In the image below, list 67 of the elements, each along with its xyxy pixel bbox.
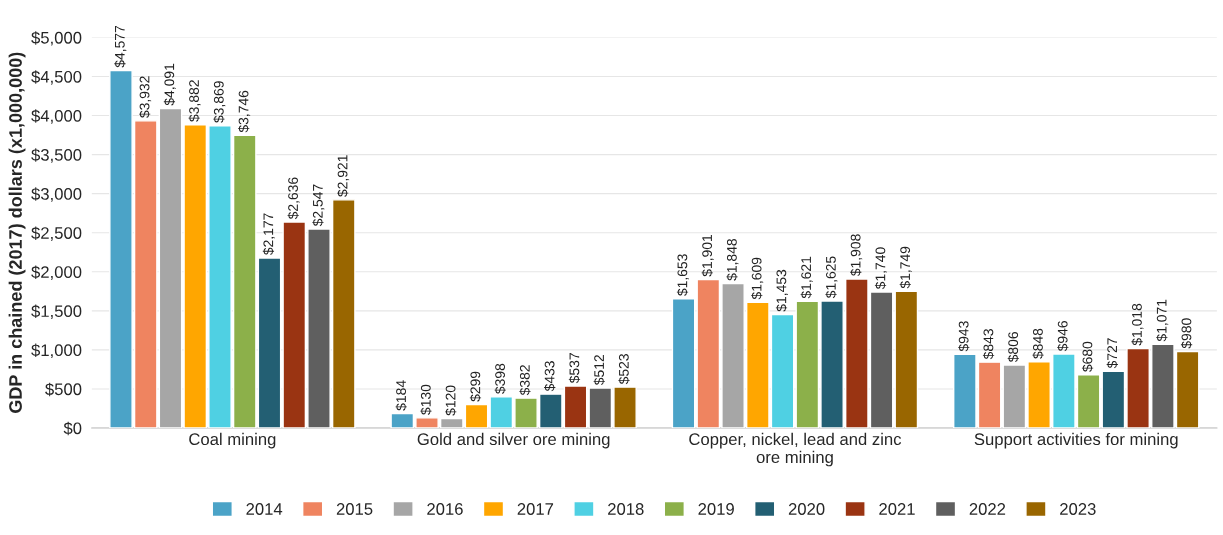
y-tick-label: $1,500 (31, 304, 82, 320)
legend-label: 2023 (1060, 503, 1096, 515)
data-label: $537 (568, 353, 581, 384)
y-tick-label: $4,500 (31, 70, 82, 85)
legend-label: 2020 (788, 503, 825, 515)
data-label: $946 (1057, 321, 1069, 352)
data-label: $512 (593, 355, 605, 386)
legend-label: 2018 (608, 503, 644, 515)
data-label: $3,746 (238, 90, 251, 133)
y-tick-label: $3,500 (31, 148, 82, 163)
data-label: $980 (1180, 318, 1193, 349)
data-label: $3,932 (139, 76, 152, 118)
data-label: $2,177 (262, 213, 275, 256)
data-label: $299 (469, 371, 482, 402)
y-tick-label: $1,000 (31, 343, 82, 359)
data-label: $4,091 (163, 63, 176, 106)
bar (894, 290, 919, 428)
data-label: $1,848 (726, 239, 739, 281)
data-label: $1,621 (800, 256, 813, 299)
data-label: $727 (1106, 338, 1118, 369)
x-tick-label: Support activities for mining (974, 432, 1178, 449)
data-label: $1,609 (751, 257, 764, 300)
data-label: $1,653 (676, 254, 689, 296)
data-label: $3,882 (188, 80, 201, 122)
y-tick-label: $2,000 (31, 265, 82, 280)
y-tick-label: $500 (45, 382, 82, 397)
legend-label: 2021 (879, 503, 915, 515)
legend-label: 2022 (969, 503, 1006, 515)
y-axis-title: GDP in chained (2017) dollars (x1,000,000) (8, 52, 26, 413)
data-label: $943 (958, 321, 970, 352)
data-label: $843 (982, 329, 995, 360)
data-label: $806 (1007, 331, 1019, 363)
data-label: $4,577 (114, 25, 127, 68)
y-tick-label: $3,000 (31, 187, 82, 202)
data-label: $2,636 (287, 177, 300, 220)
y-tick-label: $2,500 (31, 226, 82, 241)
legend-label: 2015 (336, 503, 373, 515)
legend-label: 2017 (517, 503, 554, 515)
data-label: $433 (544, 361, 556, 392)
y-tick-label: $5,000 (31, 31, 82, 46)
data-label: $1,749 (899, 246, 912, 289)
x-tick-label: Gold and silver ore mining (417, 432, 610, 449)
data-label: $3,869 (213, 81, 226, 123)
data-label: $1,901 (701, 234, 714, 277)
data-label: $398 (494, 363, 506, 394)
data-label: $1,625 (825, 256, 838, 299)
legend-label: 2014 (246, 503, 283, 515)
data-label: $2,921 (337, 155, 350, 197)
y-tick-label: $0 (63, 421, 82, 436)
data-label: $1,740 (874, 247, 887, 290)
data-label: $1,908 (850, 234, 863, 277)
x-tick-label: Coal mining (189, 432, 276, 449)
x-tick-label: Copper, nickel, lead and zinc ore mining (689, 432, 902, 467)
data-label: $1,071 (1156, 299, 1169, 342)
data-label: $184 (395, 380, 407, 411)
data-label: $523 (618, 354, 630, 385)
data-label: $2,547 (312, 184, 325, 227)
data-label: $680 (1081, 341, 1094, 372)
data-label: $130 (420, 384, 432, 415)
data-label: $1,018 (1131, 303, 1144, 346)
legend-label: 2016 (427, 503, 463, 515)
y-tick-label: $4,000 (31, 109, 82, 124)
data-label: $848 (1032, 328, 1044, 359)
data-label: $1,453 (775, 269, 788, 312)
legend-label: 2019 (698, 503, 734, 515)
data-label: $382 (519, 365, 531, 396)
data-label: $120 (445, 385, 457, 416)
